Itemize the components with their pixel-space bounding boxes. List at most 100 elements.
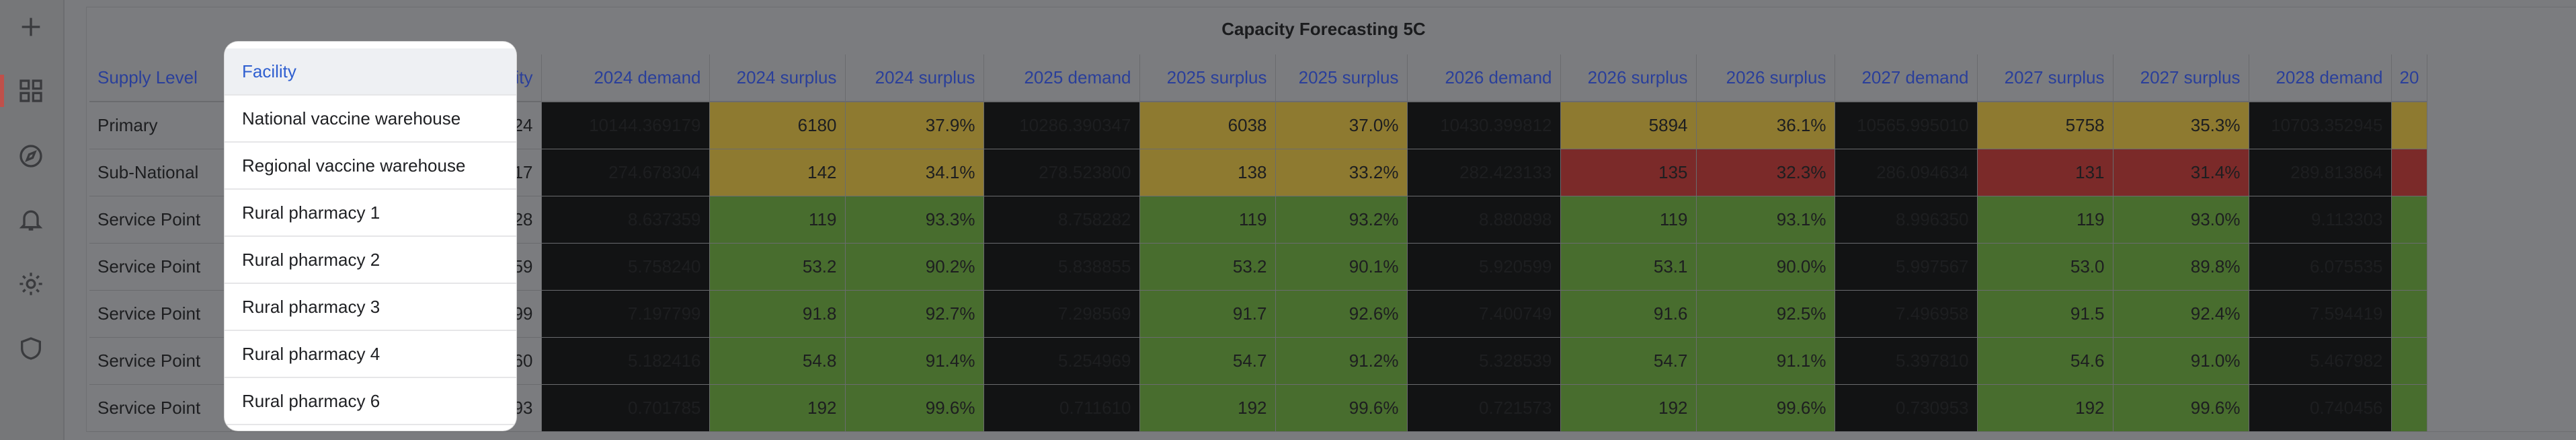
- cell-2024-demand: 5.758240: [541, 243, 710, 291]
- cell-2024-surplus: 192: [709, 384, 846, 432]
- cell-2026-surplus-pct: 99.6%: [1696, 384, 1835, 432]
- cell-truncated: [2391, 149, 2428, 196]
- cell-2028-demand: 5.467982: [2249, 337, 2392, 385]
- col-header-2024-surplus-pct[interactable]: 2024 surplus: [845, 54, 984, 102]
- col-header-2025-demand[interactable]: 2025 demand: [983, 54, 1140, 102]
- cell-2028-demand: 7.594419: [2249, 290, 2392, 338]
- cell-2024-demand: 274.678304: [541, 149, 710, 196]
- facility-cell[interactable]: Regional vaccine warehouse: [225, 143, 516, 190]
- cell-supply-level: Service Point: [89, 196, 231, 244]
- cell-2024-surplus-pct: 90.2%: [845, 243, 984, 291]
- cell-2028-demand: 0.740456: [2249, 384, 2392, 432]
- cell-2024-demand: 10144.369179: [541, 102, 710, 149]
- col-header-2026-surplus-pct[interactable]: 2026 surplus: [1696, 54, 1835, 102]
- cell-truncated: [2391, 337, 2428, 385]
- cell-2025-surplus: 138: [1139, 149, 1276, 196]
- col-header-2027-demand[interactable]: 2027 demand: [1835, 54, 1978, 102]
- cell-2024-surplus-pct: 93.3%: [845, 196, 984, 244]
- cell-2026-surplus: 192: [1560, 384, 1697, 432]
- cell-2026-surplus: 54.7: [1560, 337, 1697, 385]
- cell-2025-surplus-pct: 90.1%: [1275, 243, 1408, 291]
- facility-header[interactable]: Facility: [225, 48, 516, 96]
- cell-truncated: [2391, 102, 2428, 149]
- cell-2025-surplus: 192: [1139, 384, 1276, 432]
- cell-2027-surplus-pct: 92.4%: [2113, 290, 2249, 338]
- col-header-2027-surplus[interactable]: 2027 surplus: [1977, 54, 2114, 102]
- cell-2026-demand: 10430.399812: [1407, 102, 1561, 149]
- cell-2027-demand: 7.496958: [1835, 290, 1978, 338]
- col-header-2024-surplus[interactable]: 2024 surplus: [709, 54, 846, 102]
- cell-2027-surplus: 192: [1977, 384, 2114, 432]
- bell-icon[interactable]: [15, 203, 47, 235]
- dashboard-grid-icon[interactable]: [0, 75, 47, 107]
- cell-2027-surplus: 131: [1977, 149, 2114, 196]
- col-header-2025-surplus-pct[interactable]: 2025 surplus: [1275, 54, 1408, 102]
- cell-2024-demand: 7.197799: [541, 290, 710, 338]
- cell-2025-surplus: 119: [1139, 196, 1276, 244]
- facility-column-highlight: Facility National vaccine warehouse Regi…: [225, 42, 516, 431]
- cell-2026-demand: 8.880898: [1407, 196, 1561, 244]
- cell-2027-demand: 0.730953: [1835, 384, 1978, 432]
- table-row: Service Point 193 0.701785 192 99.6% 0.7…: [89, 384, 2428, 432]
- col-header-2028-demand[interactable]: 2028 demand: [2249, 54, 2392, 102]
- facility-cell[interactable]: Rural pharmacy 3: [225, 284, 516, 331]
- cell-2025-surplus-pct: 99.6%: [1275, 384, 1408, 432]
- compass-icon[interactable]: [15, 140, 47, 172]
- facility-cell[interactable]: Rural pharmacy 6: [225, 378, 516, 425]
- gear-icon[interactable]: [15, 268, 47, 300]
- table-row: Service Point 59 5.758240 53.2 90.2% 5.8…: [89, 243, 2428, 291]
- cell-2027-demand: 286.094634: [1835, 149, 1978, 196]
- cell-2026-surplus-pct: 92.5%: [1696, 290, 1835, 338]
- cell-2025-surplus-pct: 37.0%: [1275, 102, 1408, 149]
- shield-icon[interactable]: [15, 332, 47, 365]
- cell-2026-surplus: 53.1: [1560, 243, 1697, 291]
- facility-cell[interactable]: Rural pharmacy 1: [225, 190, 516, 237]
- cell-truncated: [2391, 243, 2428, 291]
- cell-supply-level: Service Point: [89, 243, 231, 291]
- cell-2024-surplus: 91.8: [709, 290, 846, 338]
- cell-2025-demand: 7.298569: [983, 290, 1140, 338]
- cell-2026-demand: 5.920599: [1407, 243, 1561, 291]
- col-header-supply-level[interactable]: Supply Level: [89, 54, 231, 102]
- cell-2024-surplus: 142: [709, 149, 846, 196]
- facility-cell[interactable]: Rural pharmacy 2: [225, 237, 516, 284]
- cell-2024-demand: 5.182416: [541, 337, 710, 385]
- cell-2024-surplus-pct: 91.4%: [845, 337, 984, 385]
- cell-2027-demand: 5.997567: [1835, 243, 1978, 291]
- cell-2025-demand: 8.758282: [983, 196, 1140, 244]
- col-header-2026-demand[interactable]: 2026 demand: [1407, 54, 1561, 102]
- col-header-2027-surplus-pct[interactable]: 2027 surplus: [2113, 54, 2249, 102]
- cell-2025-demand: 5.254969: [983, 337, 1140, 385]
- cell-2024-surplus-pct: 37.9%: [845, 102, 984, 149]
- panel-title: Capacity Forecasting 5C: [1221, 18, 1426, 39]
- cell-2026-demand: 0.721573: [1407, 384, 1561, 432]
- col-header-2024-demand[interactable]: 2024 demand: [541, 54, 710, 102]
- cell-2024-surplus-pct: 99.6%: [845, 384, 984, 432]
- cell-supply-level: Service Point: [89, 384, 231, 432]
- cell-2027-surplus: 5758: [1977, 102, 2114, 149]
- cell-2027-surplus-pct: 31.4%: [2113, 149, 2249, 196]
- col-header-2026-surplus[interactable]: 2026 surplus: [1560, 54, 1697, 102]
- cell-2026-surplus-pct: 32.3%: [1696, 149, 1835, 196]
- cell-2028-demand: 10703.352945: [2249, 102, 2392, 149]
- cell-2024-surplus-pct: 34.1%: [845, 149, 984, 196]
- cell-truncated: [2391, 196, 2428, 244]
- cell-2025-surplus-pct: 33.2%: [1275, 149, 1408, 196]
- cell-2026-surplus: 5894: [1560, 102, 1697, 149]
- cell-supply-level: Primary: [89, 102, 231, 149]
- table-row: Primary 16324 10144.369179 6180 37.9% 10…: [89, 102, 2428, 149]
- cell-2026-demand: 282.423133: [1407, 149, 1561, 196]
- col-header-2025-surplus[interactable]: 2025 surplus: [1139, 54, 1276, 102]
- facility-cell[interactable]: Rural pharmacy 4: [225, 331, 516, 378]
- cell-2024-surplus: 54.8: [709, 337, 846, 385]
- cell-2024-surplus-pct: 92.7%: [845, 290, 984, 338]
- cell-2027-surplus-pct: 93.0%: [2113, 196, 2249, 244]
- cell-2025-demand: 0.711610: [983, 384, 1140, 432]
- cell-2026-surplus: 135: [1560, 149, 1697, 196]
- cell-2026-surplus: 119: [1560, 196, 1697, 244]
- facility-cell[interactable]: National vaccine warehouse: [225, 96, 516, 143]
- col-header-truncated[interactable]: 20: [2391, 54, 2428, 102]
- cell-2025-surplus: 6038: [1139, 102, 1276, 149]
- cell-2026-demand: 7.400749: [1407, 290, 1561, 338]
- plus-icon[interactable]: [15, 11, 47, 43]
